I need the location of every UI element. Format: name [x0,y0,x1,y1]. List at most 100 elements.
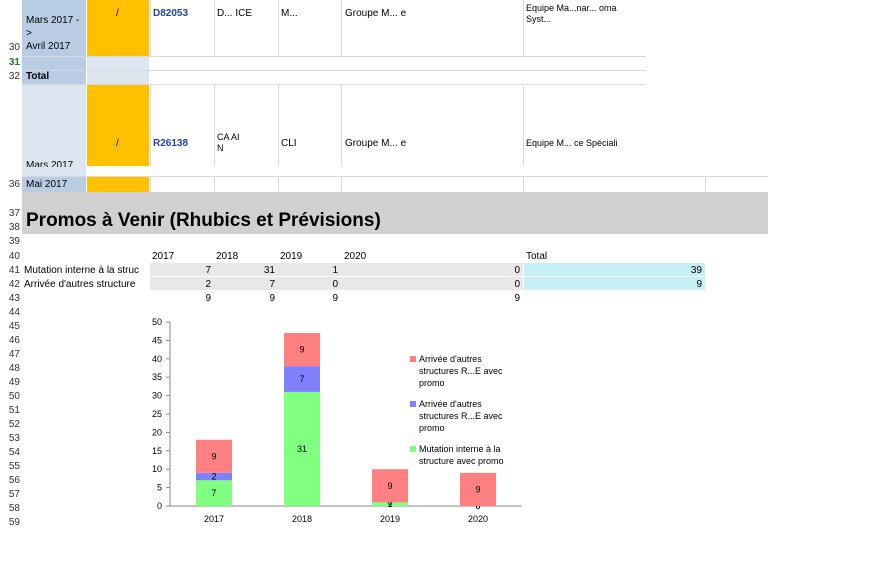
data-label: 9 [299,345,304,355]
bar-segment [284,366,320,392]
section-title: Promos à Venir (Rhubics et Prévisions) [26,210,381,231]
row-number: 54 [8,447,20,458]
table-cell: 31 [263,265,275,276]
section-banner [22,192,768,234]
legend-label: Arrivée d'autres [419,399,482,409]
table-sum-cell: 9 [269,293,275,304]
legend-swatch [410,446,416,452]
table-row-label: Mutation interne à la struc [24,265,140,276]
bar-segment [284,333,320,367]
x-tick-label: 2018 [292,514,312,524]
row-30-status: / [116,8,119,19]
row-number: 41 [8,265,20,276]
table-total-bg [524,263,705,276]
table-cell: 2 [205,279,211,290]
y-tick-label: 50 [152,317,162,327]
table-sum-cell: 9 [332,293,338,304]
row-number: 40 [8,251,20,262]
row-30-label: Mars 2017 - > Avril 2017 [26,15,80,52]
data-label: 1 [387,499,392,509]
status-column-bg-3 [87,176,149,192]
row-30-col3: D... ICE [217,8,253,19]
legend-swatch [410,401,416,407]
table-cell: 0 [514,265,520,276]
legend-label: structure avec promo [419,456,504,466]
table-header-2019: 2019 [280,251,303,262]
data-label: 9 [475,484,480,494]
y-tick-label: 15 [152,446,162,456]
y-tick-label: 25 [152,409,162,419]
bar-segment [196,480,232,506]
table-row-bg [150,277,523,290]
row-number: 44 [8,307,20,318]
table-header-total: Total [526,251,548,262]
row-number: 45 [8,321,20,332]
bar-segment [284,391,320,506]
legend-label: Arrivée d'autres [419,354,482,364]
y-tick-label: 0 [157,501,162,511]
row-30-id[interactable]: D82053 [153,8,189,19]
row-30-col4: M... [281,8,298,19]
row-number: 47 [8,349,20,360]
row-number: 32 [8,71,20,82]
row-number: 53 [8,433,20,444]
row-30-col6: Equipe Ma...nar... oma Syst... [526,3,617,24]
y-tick-label: 5 [157,483,162,493]
row-number: 36 [8,179,20,190]
stacked-bar-chart[interactable]: 0510152025303540455020177292018317920191… [140,312,540,532]
table-cell: 1 [332,265,338,276]
y-tick-label: 30 [152,391,162,401]
table-cell: 7 [205,265,211,276]
status-column-bg [87,0,149,56]
legend-swatch [410,356,416,362]
data-label: 7 [299,374,304,384]
table-sum-cell: 9 [205,293,211,304]
bar-segment [372,469,408,503]
table-cell: 7 [269,279,275,290]
y-tick-label: 35 [152,372,162,382]
table-cell: 0 [332,279,338,290]
data-label: 0 [387,497,392,507]
data-label: 9 [211,451,216,461]
row-36-label: Mai 2017 [26,179,68,190]
row-30-col5: Groupe M... e [345,8,407,19]
row-number: 30 [8,42,20,53]
x-tick-label: 2020 [468,514,488,524]
row-number: 49 [8,377,20,388]
row-number: 56 [8,475,20,486]
x-tick-label: 2017 [204,514,224,524]
data-label: 9 [387,481,392,491]
table-total-bg [524,277,705,290]
table-total-cell: 9 [696,279,702,290]
row-35-col6: Equipe M... ce Spéciali [526,138,618,148]
table-header-2018: 2018 [216,251,239,262]
row-number: 55 [8,461,20,472]
row-number: 58 [8,503,20,514]
table-row-label: Arrivée d'autres structure [24,279,136,290]
bar-segment [196,439,232,473]
legend-label: structures R...E avec [419,366,503,376]
bar-segment [196,472,232,481]
row-number: 50 [8,391,20,402]
legend-label: promo [419,423,445,433]
row-35-col4: CLI [281,138,297,149]
data-label: 31 [297,444,307,454]
row-32-total-label: Total [26,71,50,82]
table-total-cell: 39 [690,265,702,276]
row-35-col5: Groupe M... e [345,138,407,149]
row-number: 52 [8,419,20,430]
table-header-2017: 2017 [152,251,175,262]
row-35-status: / [116,138,119,149]
row-number: 43 [8,293,20,304]
row-35-id[interactable]: R26138 [153,138,189,149]
row-number: 39 [8,236,20,247]
table-header-2020: 2020 [344,251,367,262]
row-number: 51 [8,405,20,416]
row-number: 57 [8,489,20,500]
row-35-col3: CA AI N [217,132,240,153]
legend-label: structures R...E avec [419,411,503,421]
row-31-fill [87,56,149,70]
table-sum-cell: 9 [514,293,520,304]
x-tick-label: 2019 [380,514,400,524]
row-number: 38 [8,222,20,233]
